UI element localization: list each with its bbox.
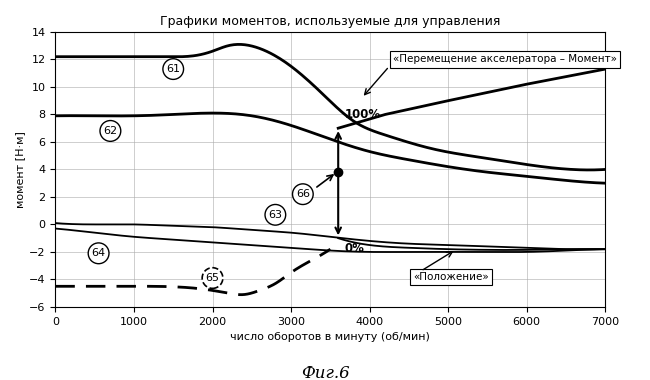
Y-axis label: момент [Н·м]: момент [Н·м] — [15, 131, 25, 208]
Text: 63: 63 — [268, 210, 282, 220]
Text: 0%: 0% — [344, 242, 365, 255]
Text: Фиг.6: Фиг.6 — [300, 365, 350, 380]
Text: 66: 66 — [296, 189, 310, 199]
Text: 61: 61 — [166, 64, 180, 74]
Text: 64: 64 — [92, 248, 106, 258]
Title: Графики моментов, используемые для управления: Графики моментов, используемые для управ… — [160, 15, 500, 28]
Text: 65: 65 — [205, 273, 220, 283]
Text: «Перемещение акселератора – Момент»: «Перемещение акселератора – Момент» — [393, 54, 618, 65]
Text: «Положение»: «Положение» — [413, 272, 489, 282]
Text: 62: 62 — [103, 126, 118, 136]
X-axis label: число оборотов в минуту (об/мин): число оборотов в минуту (об/мин) — [230, 332, 430, 342]
Text: 100%: 100% — [344, 108, 381, 121]
